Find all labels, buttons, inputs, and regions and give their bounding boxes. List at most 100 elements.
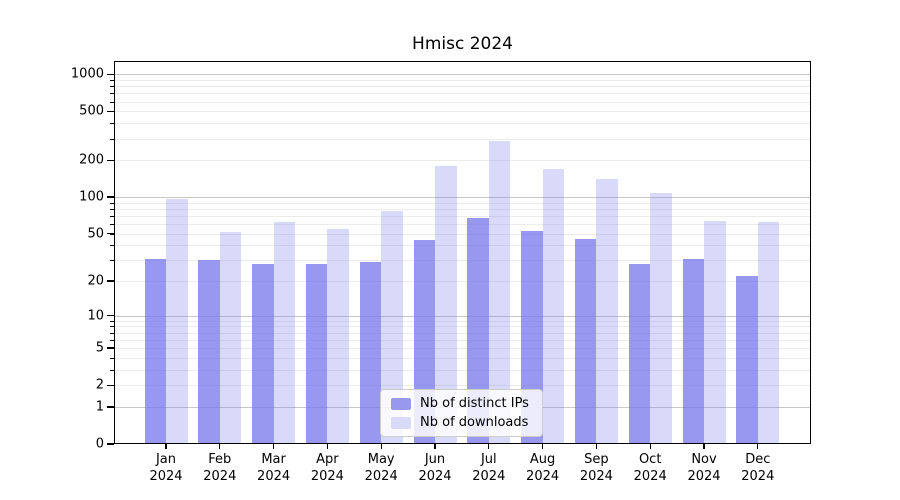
y-minor-tick — [110, 123, 114, 125]
x-tick-label-aug: Aug 2024 — [526, 452, 560, 484]
minor-gridline — [114, 357, 811, 359]
major-gridline — [114, 315, 811, 317]
y-minor-tick — [110, 215, 114, 217]
y-minor-tick — [110, 224, 114, 225]
y-tick — [107, 73, 114, 75]
bar-downloads-apr — [327, 228, 349, 443]
x-tick-label-sep: Sep 2024 — [579, 452, 613, 484]
y-tick — [107, 110, 114, 113]
legend-item-downloads: Nb of downloads — [391, 415, 532, 430]
x-tick — [272, 444, 275, 449]
y-tick-label: 10 — [87, 308, 104, 324]
major-gridline — [114, 74, 811, 76]
y-tick — [107, 232, 114, 235]
y-minor-tick — [110, 326, 114, 328]
y-minor-tick — [110, 357, 114, 359]
x-tick — [541, 444, 544, 449]
y-tick-label: 200 — [79, 152, 104, 168]
y-tick-label: 1000 — [70, 66, 104, 82]
x-tick-label-dec: Dec 2024 — [741, 452, 775, 484]
y-minor-tick — [110, 160, 114, 162]
bar-downloads-aug — [542, 168, 565, 443]
minor-gridline — [114, 385, 811, 387]
bar-distinct-ips-feb — [198, 260, 220, 443]
minor-gridline — [114, 80, 811, 81]
y-minor-tick — [110, 80, 114, 81]
legend-swatch-distinct-ips — [391, 397, 411, 410]
y-minor-tick — [110, 385, 114, 387]
legend: Nb of distinct IPs Nb of downloads — [380, 389, 543, 437]
y-tick — [107, 406, 114, 408]
bar-distinct-ips-sep — [574, 239, 597, 443]
bar-downloads-oct — [650, 193, 672, 443]
minor-gridline — [114, 202, 811, 204]
y-tick-label: 100 — [79, 189, 104, 205]
y-minor-tick — [110, 86, 114, 88]
y-tick-label: 50 — [87, 226, 104, 242]
minor-gridline — [114, 224, 811, 225]
bar-downloads-jun — [435, 165, 457, 443]
y-minor-tick — [110, 93, 114, 95]
minor-gridline — [114, 348, 811, 350]
y-minor-tick — [110, 320, 114, 322]
minor-gridline — [114, 111, 811, 113]
x-tick — [380, 444, 382, 449]
x-tick-label-jan: Jan 2024 — [149, 452, 183, 484]
bar-downloads-feb — [219, 231, 242, 443]
minor-gridline — [114, 233, 811, 235]
chart-title: Hmisc 2024 — [412, 34, 513, 54]
y-minor-tick — [110, 260, 114, 262]
plot-area — [114, 61, 811, 444]
bar-distinct-ips-jan — [144, 258, 166, 443]
bar-distinct-ips-nov — [682, 258, 704, 443]
x-tick — [434, 444, 436, 449]
y-tick-label: 500 — [79, 103, 104, 119]
bar-downloads-sep — [596, 179, 618, 443]
y-minor-tick — [110, 101, 114, 103]
bar-downloads-jan — [166, 199, 188, 443]
legend-label: Nb of downloads — [420, 415, 529, 430]
bar-downloads-jul — [488, 141, 511, 443]
y-tick-label: 1 — [95, 399, 104, 415]
y-minor-tick — [110, 339, 114, 341]
x-tick — [649, 444, 651, 449]
y-tick-label: 5 — [95, 340, 104, 356]
bar-distinct-ips-oct — [628, 263, 651, 443]
minor-gridline — [114, 320, 811, 322]
bar-distinct-ips-apr — [305, 263, 328, 443]
bar-distinct-ips-dec — [736, 276, 758, 443]
bar-downloads-mar — [273, 222, 296, 443]
minor-gridline — [114, 332, 811, 334]
bar-downloads-nov — [704, 220, 726, 443]
y-minor-tick — [110, 348, 114, 350]
x-tick — [165, 444, 167, 449]
bar-distinct-ips-jul — [467, 217, 489, 443]
minor-gridline — [114, 369, 811, 371]
minor-gridline — [114, 281, 811, 283]
y-tick — [107, 315, 114, 317]
x-tick-label-jul: Jul 2024 — [472, 452, 506, 484]
x-tick — [326, 444, 329, 449]
minor-gridline — [114, 160, 811, 162]
x-tick — [488, 444, 490, 449]
bar-downloads-dec — [757, 222, 780, 443]
y-minor-tick — [110, 111, 114, 113]
minor-gridline — [114, 138, 811, 140]
x-tick-label-feb: Feb 2024 — [203, 452, 237, 484]
legend-swatch-downloads — [391, 416, 411, 429]
y-minor-tick — [110, 202, 114, 204]
x-tick-label-may: May 2024 — [364, 452, 398, 484]
x-tick — [219, 444, 221, 449]
minor-gridline — [114, 101, 811, 103]
y-minor-tick — [110, 332, 114, 334]
y-tick-label: 20 — [87, 273, 104, 289]
minor-gridline — [114, 260, 811, 262]
y-minor-tick — [110, 208, 114, 210]
bar-distinct-ips-may — [359, 262, 382, 443]
x-tick — [595, 444, 598, 449]
x-tick — [703, 444, 705, 449]
minor-gridline — [114, 208, 811, 210]
minor-gridline — [114, 86, 811, 88]
major-gridline — [114, 197, 811, 199]
